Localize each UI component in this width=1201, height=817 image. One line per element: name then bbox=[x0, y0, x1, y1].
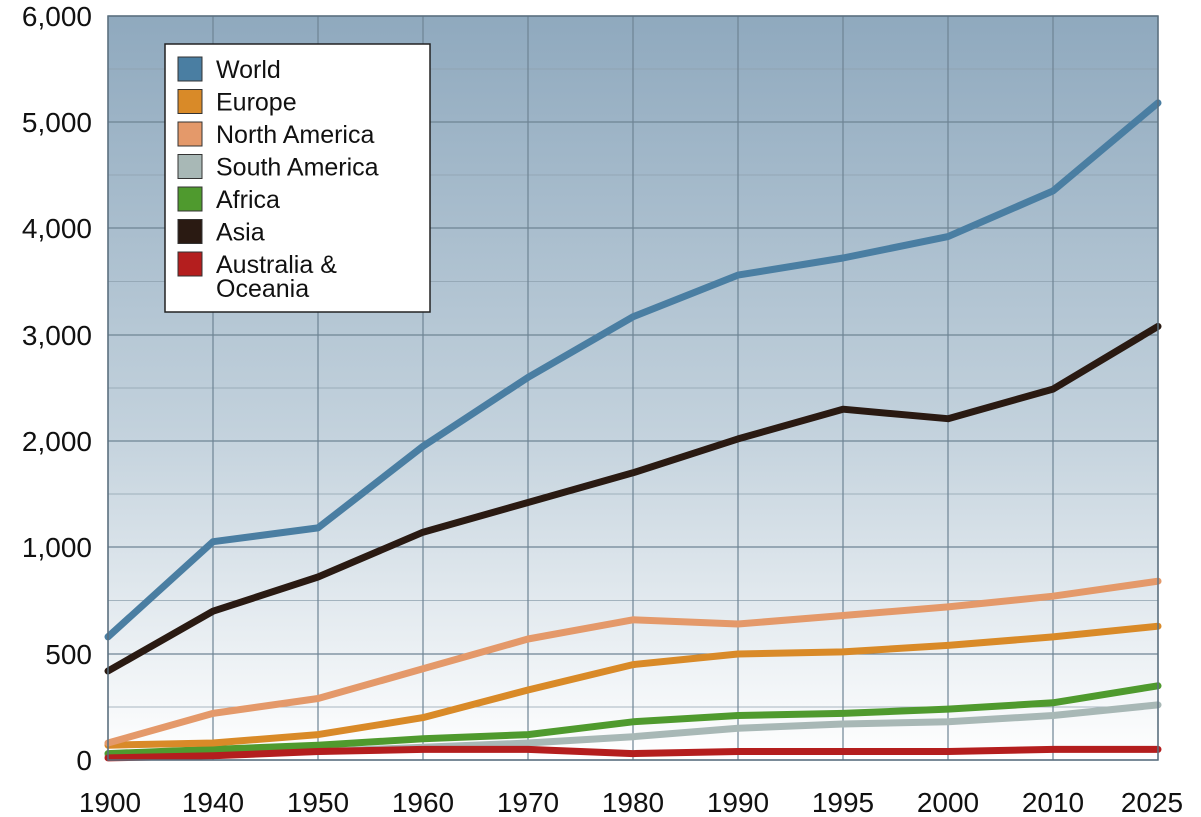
y-tick-label: 6,000 bbox=[22, 1, 92, 32]
x-tick-label: 2000 bbox=[917, 787, 979, 817]
x-tick-label: 1900 bbox=[79, 787, 141, 817]
legend-label: South America bbox=[216, 154, 379, 182]
legend-label: World bbox=[216, 56, 281, 84]
x-tick-label: 1995 bbox=[812, 787, 874, 817]
legend-swatch bbox=[178, 57, 202, 81]
y-tick-label: 1,000 bbox=[22, 532, 92, 563]
legend-label: North America bbox=[216, 121, 374, 149]
x-tick-label: 1950 bbox=[287, 787, 349, 817]
y-tick-label: 2,000 bbox=[22, 426, 92, 457]
y-tick-label: 4,000 bbox=[22, 213, 92, 244]
y-tick-label: 5,000 bbox=[22, 107, 92, 138]
legend-label: Europe bbox=[216, 89, 297, 117]
x-tick-label: 1970 bbox=[497, 787, 559, 817]
legend-swatch bbox=[178, 90, 202, 114]
x-tick-label: 2025 bbox=[1121, 787, 1183, 817]
x-tick-label: 1940 bbox=[182, 787, 244, 817]
legend-label: Oceania bbox=[216, 275, 309, 303]
legend-label: Asia bbox=[216, 219, 265, 247]
y-tick-label: 0 bbox=[76, 745, 92, 776]
x-axis-ticks: 1900 1940 1950 1960 1970 1980 1990 1995 2000 2010… bbox=[79, 787, 1183, 817]
legend-swatch bbox=[178, 252, 202, 276]
x-tick-label: 1960 bbox=[392, 787, 454, 817]
x-tick-label: 1980 bbox=[602, 787, 664, 817]
legend: World Europe North America South America Afr… bbox=[165, 44, 430, 312]
y-tick-label: 3,000 bbox=[22, 320, 92, 351]
y-tick-label: 500 bbox=[45, 639, 92, 670]
legend-swatch bbox=[178, 187, 202, 211]
x-tick-label: 2010 bbox=[1022, 787, 1084, 817]
x-tick-label: 1990 bbox=[707, 787, 769, 817]
legend-swatch bbox=[178, 122, 202, 146]
y-axis-ticks: 0 500 1,000 2,000 3,000 4,000 5,000 6,000 bbox=[22, 1, 92, 776]
legend-label: Africa bbox=[216, 186, 280, 214]
legend-swatch bbox=[178, 155, 202, 179]
legend-swatch bbox=[178, 220, 202, 244]
